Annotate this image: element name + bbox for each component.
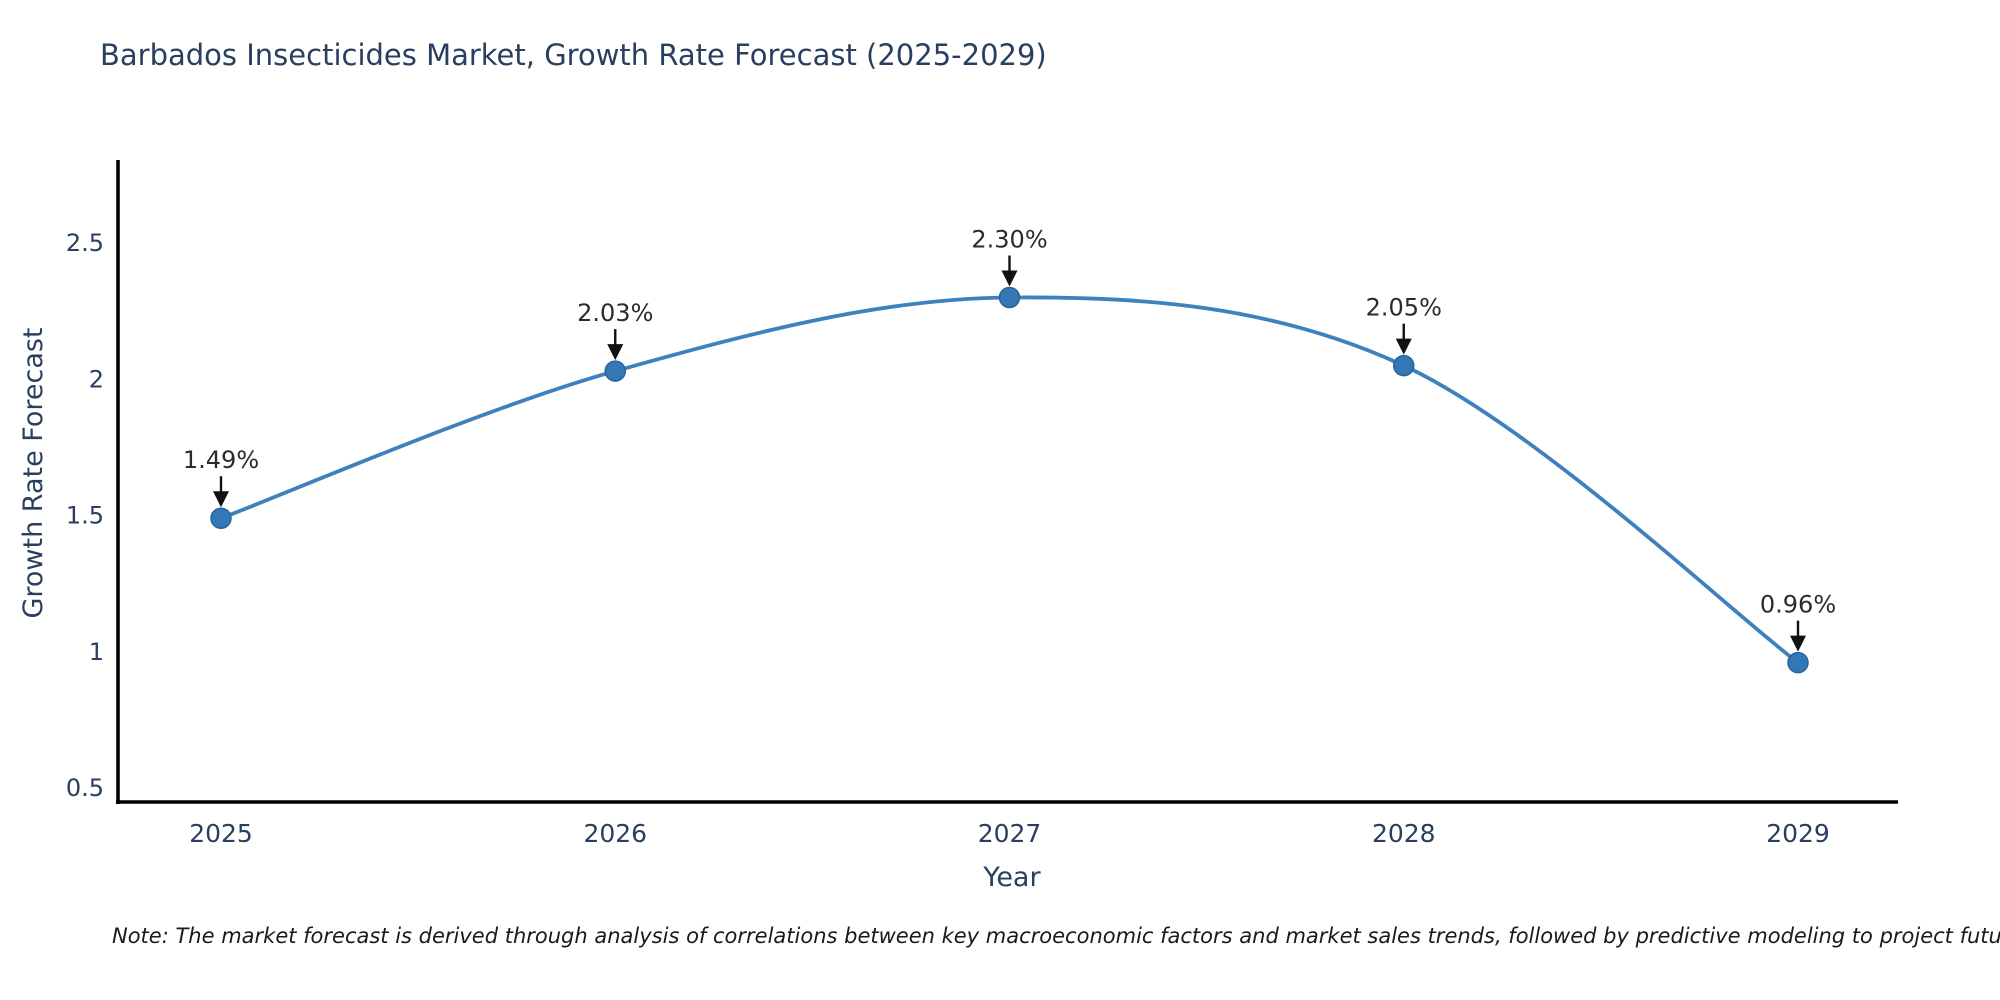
data-point-2027	[998, 286, 1021, 309]
x-tick-label: 2029	[1766, 819, 1830, 848]
data-point-label: 2.03%	[577, 299, 653, 327]
annotation-arrow-head	[1790, 635, 1806, 652]
chart-title: Barbados Insecticides Market, Growth Rat…	[100, 38, 1047, 72]
x-axis-title: Year	[982, 862, 1041, 893]
y-tick-label: 1	[89, 638, 104, 666]
y-axis-title: Growth Rate Forecast	[18, 327, 49, 618]
data-point-2029	[1787, 651, 1809, 674]
data-point-2026	[604, 360, 626, 382]
data-point-label: 2.30%	[971, 226, 1047, 254]
x-tick-label: 2028	[1372, 819, 1436, 848]
data-point-label: 2.05%	[1366, 294, 1442, 322]
y-tick-label: 1.5	[66, 502, 104, 530]
y-tick-label: 0.5	[66, 774, 104, 802]
y-tick-label: 2	[89, 365, 104, 393]
annotation-arrow-head	[607, 344, 624, 361]
data-point-label: 0.96%	[1760, 591, 1836, 619]
y-tick-label: 2.5	[66, 229, 104, 257]
annotation-arrow-head	[1001, 270, 1018, 287]
x-tick-label: 2027	[978, 819, 1042, 848]
data-point-label: 1.49%	[183, 446, 259, 474]
forecast-line	[219, 295, 1800, 665]
data-point-2028	[1393, 354, 1415, 377]
x-tick-label: 2026	[583, 819, 647, 848]
x-tick-label: 2025	[189, 819, 253, 848]
data-point-2025	[210, 507, 232, 529]
annotation-arrow-head	[213, 491, 229, 508]
footnote: Note: The market forecast is derived thr…	[112, 924, 2000, 948]
annotation-arrow-head	[1395, 338, 1412, 355]
